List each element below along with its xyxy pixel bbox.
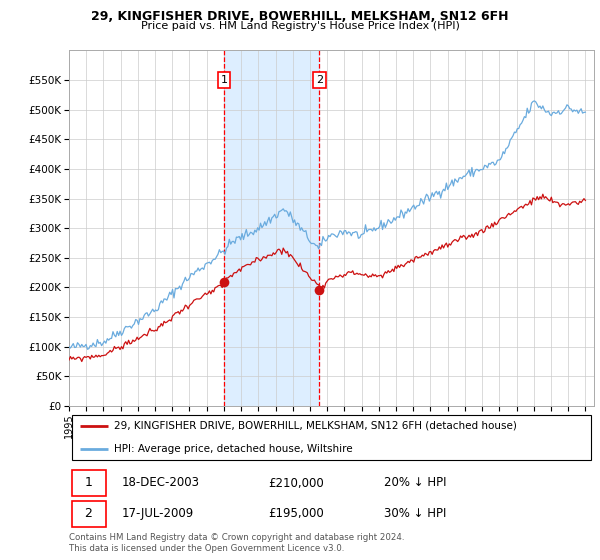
Text: 2: 2	[316, 75, 323, 85]
Text: 20% ↓ HPI: 20% ↓ HPI	[384, 477, 446, 489]
Text: £195,000: £195,000	[269, 507, 324, 520]
Text: 29, KINGFISHER DRIVE, BOWERHILL, MELKSHAM, SN12 6FH: 29, KINGFISHER DRIVE, BOWERHILL, MELKSHA…	[91, 10, 509, 23]
FancyBboxPatch shape	[71, 415, 592, 460]
Text: HPI: Average price, detached house, Wiltshire: HPI: Average price, detached house, Wilt…	[113, 444, 352, 454]
Text: Contains HM Land Registry data © Crown copyright and database right 2024.
This d: Contains HM Land Registry data © Crown c…	[69, 533, 404, 553]
Text: Price paid vs. HM Land Registry's House Price Index (HPI): Price paid vs. HM Land Registry's House …	[140, 21, 460, 31]
Text: 2: 2	[85, 507, 92, 520]
Text: 18-DEC-2003: 18-DEC-2003	[121, 477, 199, 489]
FancyBboxPatch shape	[71, 501, 106, 527]
Text: £210,000: £210,000	[269, 477, 324, 489]
Text: 17-JUL-2009: 17-JUL-2009	[121, 507, 194, 520]
Text: 29, KINGFISHER DRIVE, BOWERHILL, MELKSHAM, SN12 6FH (detached house): 29, KINGFISHER DRIVE, BOWERHILL, MELKSHA…	[113, 421, 517, 431]
Text: 1: 1	[220, 75, 227, 85]
FancyBboxPatch shape	[71, 470, 106, 496]
Bar	[224, 50, 319, 406]
Text: 30% ↓ HPI: 30% ↓ HPI	[384, 507, 446, 520]
Text: 1: 1	[85, 477, 92, 489]
